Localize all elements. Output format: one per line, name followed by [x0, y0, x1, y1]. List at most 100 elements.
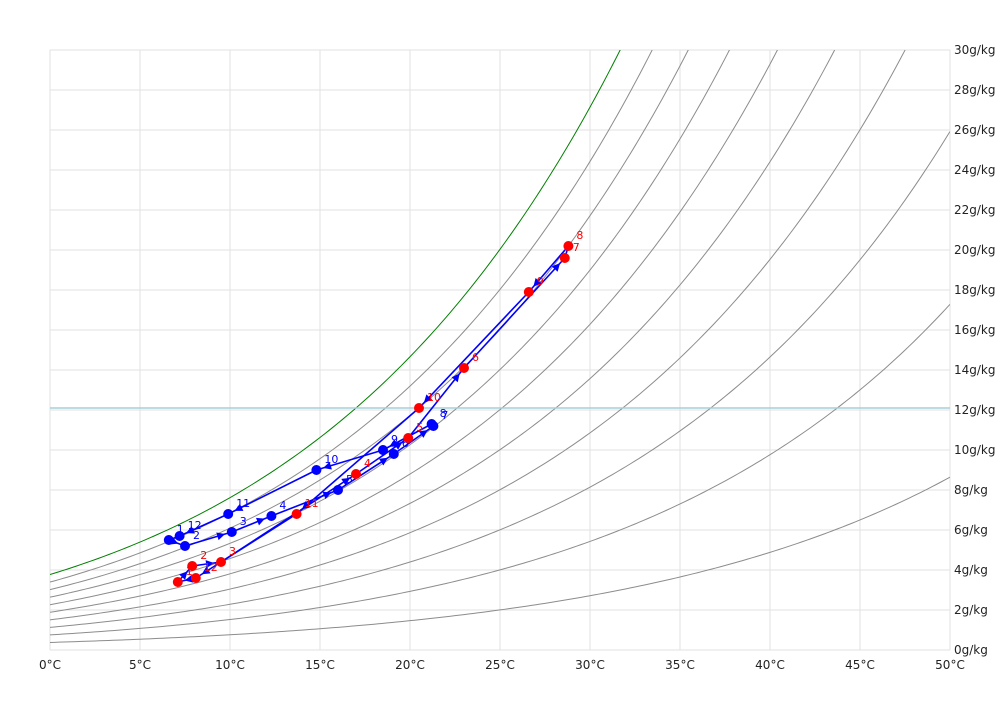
x-tick-label: 0°C — [39, 658, 61, 672]
y-tick-label: 30g/kg — [954, 43, 996, 57]
path-segment-red — [463, 257, 566, 369]
y-axis-ticks: 0g/kg 2g/kg 4g/kg 6g/kg 8g/kg 10g/kg 12g/kg 14g… — [954, 43, 996, 657]
red-point-label-6: 6 — [472, 351, 479, 364]
red-point-8 — [563, 241, 574, 251]
blue-point-5 — [333, 485, 343, 495]
blue-point-10 — [311, 465, 322, 475]
red-point-label-4: 4 — [364, 457, 371, 470]
rh-curve-50 — [50, 50, 836, 613]
red-point-label-7: 7 — [573, 241, 580, 254]
red-point-9 — [523, 287, 534, 297]
blue-point-3 — [226, 527, 237, 537]
y-tick-label: 22g/kg — [954, 203, 996, 217]
x-tick-label: 50°C — [935, 658, 965, 672]
red-point-label-9: 9 — [537, 275, 544, 288]
path-arrow-blue — [379, 457, 388, 466]
blue-point-label-5: 5 — [346, 473, 353, 486]
path-arrow-red — [205, 560, 215, 569]
y-tick-label: 28g/kg — [954, 83, 996, 97]
rh-curve-20 — [50, 303, 950, 636]
x-tick-label: 25°C — [485, 658, 515, 672]
path-arrow-blue — [216, 532, 226, 541]
red-point-label-10: 10 — [427, 391, 441, 404]
y-tick-label: 4g/kg — [954, 563, 988, 577]
y-tick-label: 18g/kg — [954, 283, 996, 297]
x-tick-label: 35°C — [665, 658, 695, 672]
blue-point-8 — [426, 419, 437, 429]
red-point-2 — [187, 561, 198, 571]
blue-point-2 — [180, 541, 190, 551]
blue-point-label-8: 8 — [440, 407, 447, 420]
red-point-3 — [216, 557, 226, 567]
rh-curve-10 — [50, 476, 950, 643]
path-arrow-red — [301, 501, 311, 510]
red-point-label-5: 5 — [416, 421, 423, 434]
x-tick-label: 15°C — [305, 658, 335, 672]
rh-curve-40 — [50, 50, 906, 621]
path-segment-red — [296, 407, 420, 515]
blue-point-4 — [266, 511, 277, 521]
rh-curve-70 — [50, 50, 731, 598]
y-tick-label: 10g/kg — [954, 443, 996, 457]
path-segment-red — [195, 513, 298, 579]
y-tick-label: 20g/kg — [954, 243, 996, 257]
blue-point-label-9: 9 — [391, 433, 398, 446]
y-tick-label: 12g/kg — [954, 403, 996, 417]
blue-point-12 — [174, 531, 185, 541]
x-tick-label: 10°C — [215, 658, 245, 672]
red-point-5 — [403, 433, 414, 443]
path-arrow-blue — [185, 526, 195, 534]
rh-curve-30 — [50, 131, 950, 628]
red-point-4 — [351, 469, 361, 479]
red-point-label-2: 2 — [200, 549, 207, 562]
red-point-label-12: 12 — [204, 561, 218, 574]
path-arrow-blue — [255, 517, 265, 526]
path-segment-blue — [227, 469, 317, 515]
path-segment-red — [418, 291, 530, 409]
rh-curve-60 — [50, 50, 778, 606]
path-arrow-red — [179, 571, 188, 580]
blue-point-label-6: 6 — [402, 437, 409, 450]
red-point-label-11: 11 — [305, 497, 319, 510]
path-arrow-red — [551, 263, 561, 272]
y-tick-label: 0g/kg — [954, 643, 988, 657]
red-point-11 — [291, 509, 302, 519]
rh-curve-90 — [50, 50, 653, 583]
blue-point-9 — [378, 445, 388, 455]
blue-point-label-10: 10 — [324, 453, 338, 466]
path-arrow-red — [393, 441, 403, 450]
blue-point-1 — [163, 535, 174, 545]
x-axis-ticks: 0°C 5°C 10°C 15°C 20°C 25°C 30°C 35°C 40°C 45°C 50… — [39, 658, 965, 672]
blue-point-label-7: 7 — [441, 409, 448, 422]
path-arrow-red — [423, 394, 433, 403]
red-point-1 — [172, 577, 183, 587]
path-arrow-blue — [418, 430, 428, 438]
path-arrow-blue — [323, 461, 332, 470]
path-arrow-blue — [234, 503, 244, 511]
saturation-curve — [50, 50, 621, 576]
x-tick-label: 20°C — [395, 658, 425, 672]
red-point-label-1: 1 — [186, 565, 193, 578]
path-arrow-red — [201, 566, 211, 575]
y-tick-label: 2g/kg — [954, 603, 988, 617]
blue-point-label-1: 1 — [177, 523, 184, 536]
blue-point-11 — [223, 509, 234, 519]
path-arrow-red — [451, 373, 460, 383]
y-tick-label: 14g/kg — [954, 363, 996, 377]
y-tick-label: 6g/kg — [954, 523, 988, 537]
blue-point-label-11: 11 — [236, 497, 250, 510]
x-tick-label: 40°C — [755, 658, 785, 672]
y-tick-label: 16g/kg — [954, 323, 996, 337]
red-point-label-3: 3 — [229, 545, 236, 558]
x-tick-label: 5°C — [129, 658, 151, 672]
red-point-12 — [190, 573, 201, 583]
x-tick-label: 30°C — [575, 658, 605, 672]
x-tick-label: 45°C — [845, 658, 875, 672]
red-point-label-8: 8 — [576, 229, 583, 242]
red-point-10 — [414, 403, 424, 413]
blue-point-label-4: 4 — [279, 499, 286, 512]
blue-point-label-12: 12 — [188, 519, 202, 532]
